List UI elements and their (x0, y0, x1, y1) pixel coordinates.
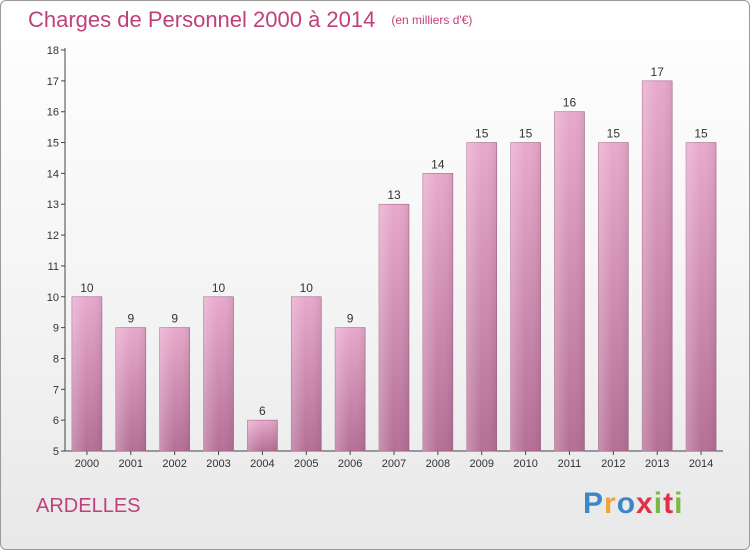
y-tick-label: 16 (47, 107, 59, 119)
y-tick-label: 14 (47, 168, 59, 180)
x-tick-label: 2001 (119, 458, 143, 470)
x-tick-label: 2000 (75, 458, 99, 470)
y-tick-label: 18 (47, 45, 59, 57)
axes-group: 5 6 7 8 9 10 11 12 13 14 15 16 17 18 2000 2001 2002 2003 2… (47, 45, 723, 470)
y-tick-label: 9 (53, 323, 59, 335)
logo-letter: o (616, 487, 637, 520)
x-tick-label: 2012 (601, 458, 625, 470)
bar-value-label: 15 (475, 127, 489, 141)
bar-shine (642, 80, 673, 451)
bar-value-label: 14 (431, 157, 445, 171)
title-text: Charges de Personnel 2000 à 2014 (28, 7, 376, 32)
bar-shine (291, 296, 322, 451)
y-tick-label: 8 (53, 353, 59, 365)
logo-letter: P (583, 487, 605, 520)
logo-letter: i (653, 487, 664, 520)
bar-shine (422, 173, 453, 451)
bar-shine (71, 296, 102, 451)
x-tick-label: 2005 (294, 458, 318, 470)
bar-value-label: 15 (694, 127, 708, 141)
bar-shine (335, 327, 366, 451)
y-tick-label: 17 (47, 76, 59, 88)
y-tick-label: 5 (53, 446, 59, 458)
bar-shine (379, 204, 409, 451)
y-tick-label: 7 (53, 384, 59, 396)
y-tick-label: 10 (47, 292, 59, 304)
bar-value-label: 9 (127, 312, 134, 326)
x-tick-label: 2011 (558, 458, 582, 470)
bar-value-label: 6 (259, 404, 266, 418)
bar-value-label: 9 (347, 312, 354, 326)
logo-letter: i (674, 487, 684, 520)
x-tick-label: 2008 (426, 458, 450, 470)
chart-title: Charges de Personnel 2000 à 2014 (en mill… (28, 7, 472, 33)
x-tick-label: 2002 (162, 458, 186, 470)
bar-shine (115, 327, 146, 451)
x-tick-label: 2009 (469, 458, 493, 470)
bar-shine (203, 296, 234, 451)
unit-text: (en milliers d'€) (391, 13, 473, 27)
x-tick-label: 2004 (250, 458, 274, 470)
bar-shine (247, 420, 278, 451)
bar-value-label: 9 (171, 312, 178, 326)
x-tick-label: 2013 (645, 458, 669, 470)
bar-shine (686, 142, 717, 452)
x-tick-label: 2007 (382, 458, 406, 470)
x-tick-label: 2014 (689, 458, 713, 470)
bar-value-label: 17 (651, 65, 665, 79)
y-tick-label: 12 (47, 230, 59, 242)
bar-value-label: 16 (563, 96, 577, 110)
logo-letter: x (636, 487, 654, 520)
y-tick-label: 11 (48, 261, 59, 273)
y-tick-label: 13 (47, 199, 59, 211)
bar-value-label: 10 (80, 281, 94, 295)
bar-value-label: 10 (300, 281, 314, 295)
x-tick-label: 2003 (206, 458, 230, 470)
bar-shine (554, 111, 585, 451)
logo-letter: t (663, 487, 675, 520)
logo-letter: r (604, 487, 617, 520)
x-tick-label: 2010 (513, 458, 537, 470)
bar-shine (159, 327, 190, 451)
y-tick-label: 15 (47, 138, 59, 150)
bar-shine (598, 142, 629, 452)
commune-name: ARDELLES (36, 495, 141, 517)
bar-value-label: 15 (519, 127, 533, 141)
bar-value-label: 13 (387, 188, 401, 202)
bar-value-label: 15 (607, 127, 621, 141)
bar-value-label: 10 (212, 281, 226, 295)
y-tick-label: 6 (53, 415, 59, 427)
bars-group: 10 9 9 10 6 10 9 13 14 15 15 16 15 17 15 (71, 65, 717, 452)
bar-shine (466, 142, 497, 452)
x-tick-label: 2006 (338, 458, 362, 470)
bar-shine (510, 142, 541, 452)
proxiti-logo[interactable]: Proxiti (583, 487, 683, 521)
